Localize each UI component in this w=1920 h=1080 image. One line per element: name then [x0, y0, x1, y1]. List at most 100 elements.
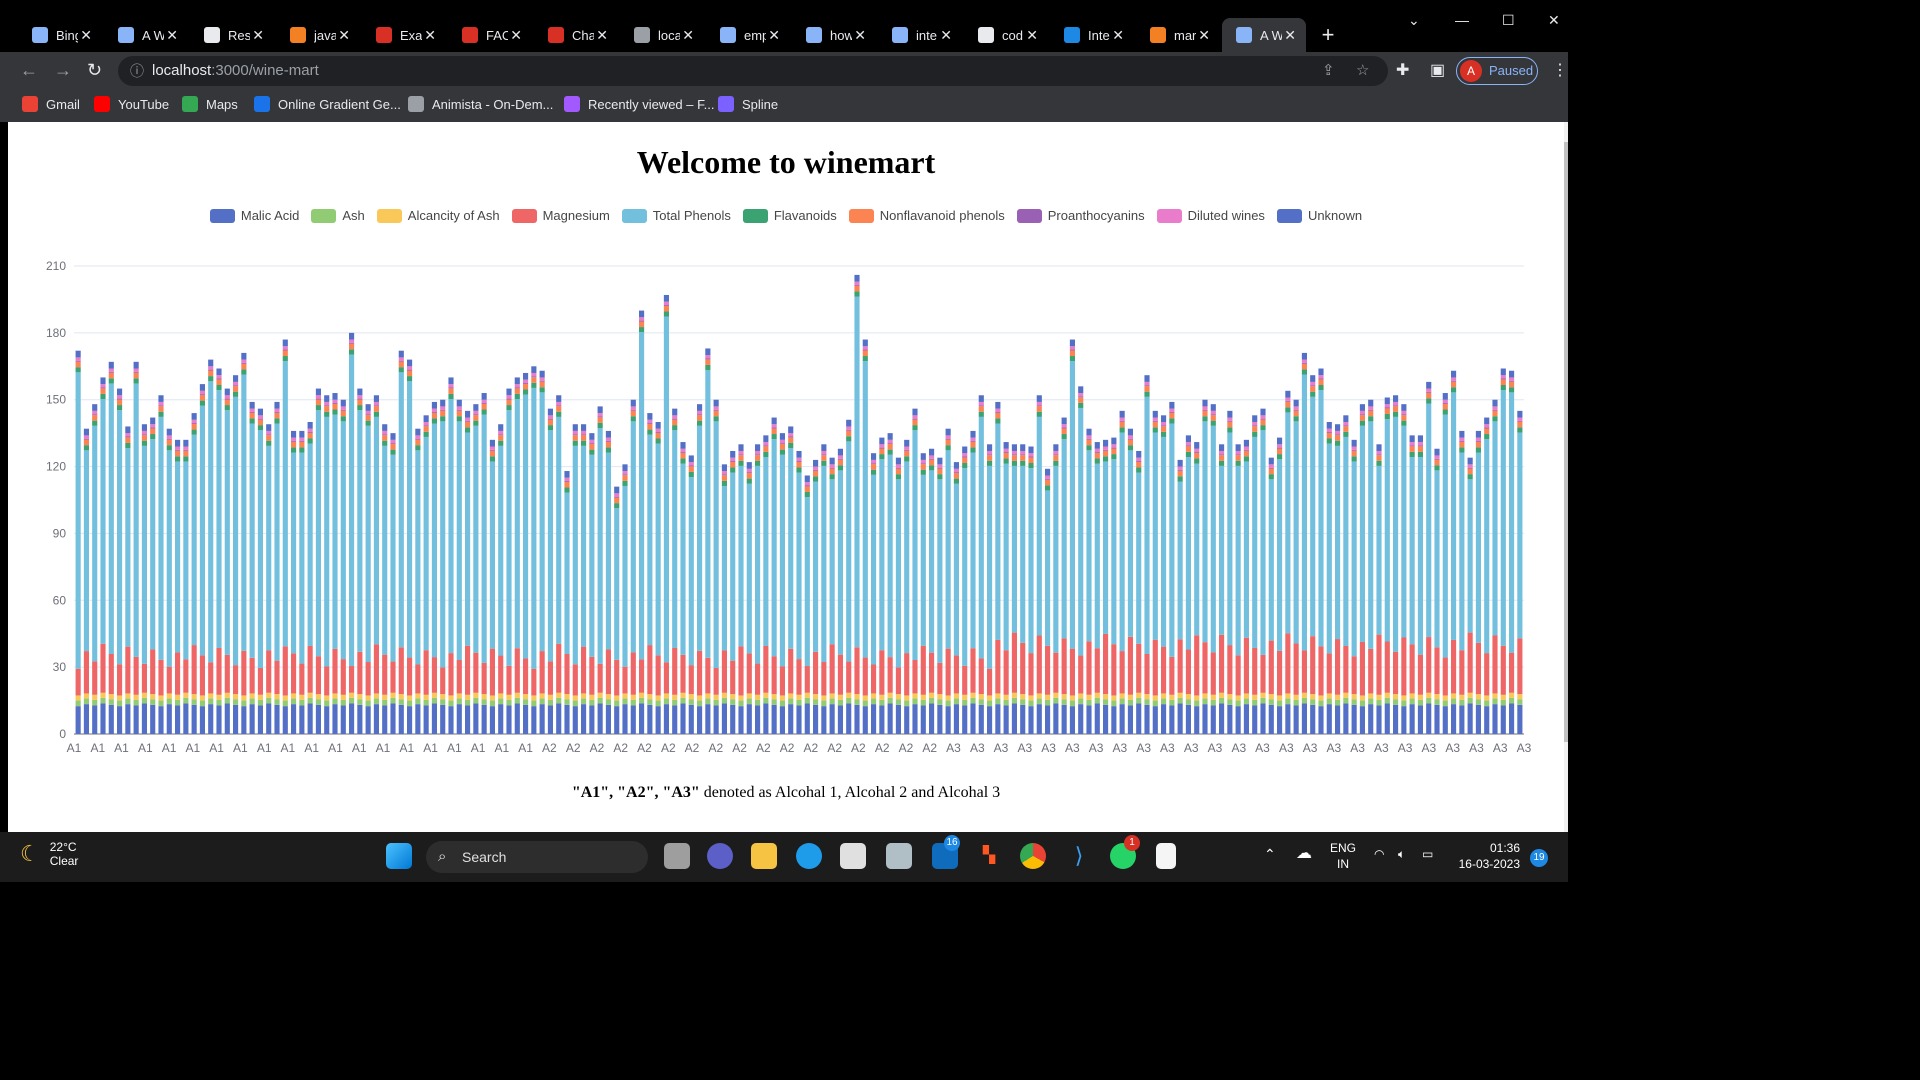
browser-tab[interactable]: loca ✕	[620, 18, 704, 52]
bar-segment[interactable]	[473, 415, 479, 421]
bar-segment[interactable]	[1475, 704, 1481, 734]
bar-segment[interactable]	[556, 395, 562, 402]
bar-segment[interactable]	[1227, 417, 1233, 421]
browser-tab[interactable]: Cha ✕	[534, 18, 618, 52]
bar-segment[interactable]	[995, 411, 1001, 413]
bar-segment[interactable]	[962, 453, 968, 457]
bar-segment[interactable]	[1475, 642, 1481, 695]
bar-segment[interactable]	[953, 468, 959, 473]
bar-segment[interactable]	[282, 339, 288, 347]
bar-segment[interactable]	[398, 704, 404, 734]
bar-segment[interactable]	[771, 428, 777, 435]
close-tab-icon[interactable]: ✕	[854, 27, 866, 43]
bar-segment[interactable]	[332, 409, 338, 415]
bar-segment[interactable]	[315, 704, 321, 734]
bar-segment[interactable]	[1111, 454, 1117, 460]
bar-segment[interactable]	[1393, 405, 1399, 407]
bar-segment[interactable]	[233, 381, 239, 386]
bar-segment[interactable]	[423, 705, 429, 734]
bar-segment[interactable]	[365, 420, 371, 426]
bar-segment[interactable]	[1285, 412, 1291, 634]
bar-segment[interactable]	[970, 703, 976, 734]
bar-segment[interactable]	[1127, 636, 1133, 695]
bar-segment[interactable]	[1376, 694, 1382, 700]
bar-segment[interactable]	[862, 346, 868, 350]
bar-segment[interactable]	[1152, 421, 1158, 428]
bar-segment[interactable]	[697, 700, 703, 707]
bar-segment[interactable]	[821, 460, 827, 466]
bar-segment[interactable]	[1103, 694, 1109, 700]
bar-segment[interactable]	[672, 430, 678, 648]
bar-segment[interactable]	[1243, 693, 1249, 699]
bar-segment[interactable]	[1359, 414, 1365, 416]
bar-segment[interactable]	[672, 694, 678, 700]
bar-segment[interactable]	[398, 350, 404, 358]
bar-segment[interactable]	[1409, 456, 1415, 645]
bar-segment[interactable]	[324, 395, 330, 402]
bar-segment[interactable]	[605, 430, 611, 438]
bar-segment[interactable]	[837, 448, 843, 456]
close-tab-icon[interactable]: ✕	[80, 27, 92, 43]
bar-segment[interactable]	[813, 699, 819, 705]
bar-segment[interactable]	[191, 423, 197, 424]
bar-segment[interactable]	[1326, 698, 1332, 705]
bar-segment[interactable]	[1152, 700, 1158, 707]
bar-segment[interactable]	[158, 401, 164, 406]
bar-segment[interactable]	[1509, 370, 1515, 378]
bar-segment[interactable]	[456, 410, 462, 417]
bar-segment[interactable]	[713, 399, 719, 407]
bar-segment[interactable]	[1310, 391, 1316, 397]
bar-segment[interactable]	[837, 699, 843, 706]
clock[interactable]: 01:36 16-03-2023	[1452, 840, 1520, 872]
bar-segment[interactable]	[1045, 475, 1051, 479]
bar-segment[interactable]	[357, 388, 363, 396]
bar-segment[interactable]	[547, 418, 553, 420]
bar-segment[interactable]	[1310, 694, 1316, 700]
bar-segment[interactable]	[1069, 346, 1075, 350]
bar-segment[interactable]	[1202, 421, 1208, 643]
bar-segment[interactable]	[1152, 427, 1158, 433]
bar-segment[interactable]	[895, 699, 901, 705]
bar-segment[interactable]	[514, 703, 520, 734]
bar-segment[interactable]	[390, 449, 396, 455]
bar-segment[interactable]	[887, 443, 893, 445]
bar-segment[interactable]	[506, 388, 512, 396]
bar-segment[interactable]	[307, 432, 313, 433]
office-icon[interactable]: ▚	[976, 843, 1002, 869]
bar-segment[interactable]	[1517, 694, 1523, 700]
bar-segment[interactable]	[564, 704, 570, 734]
bar-segment[interactable]	[100, 393, 106, 400]
bar-segment[interactable]	[605, 441, 611, 448]
bar-segment[interactable]	[547, 415, 553, 419]
bar-segment[interactable]	[846, 426, 852, 430]
bar-segment[interactable]	[929, 697, 935, 704]
bar-segment[interactable]	[1401, 637, 1407, 696]
bar-segment[interactable]	[141, 440, 147, 446]
bar-segment[interactable]	[862, 706, 868, 734]
bar-segment[interactable]	[987, 444, 993, 451]
bar-segment[interactable]	[1376, 460, 1382, 466]
bar-segment[interactable]	[1509, 380, 1515, 382]
bar-segment[interactable]	[572, 434, 578, 436]
bar-segment[interactable]	[1011, 444, 1017, 451]
bar-segment[interactable]	[1368, 416, 1374, 422]
bar-segment[interactable]	[257, 408, 263, 416]
bar-segment[interactable]	[779, 444, 785, 450]
bar-segment[interactable]	[1053, 455, 1059, 461]
bar-segment[interactable]	[233, 694, 239, 700]
bar-segment[interactable]	[904, 456, 910, 462]
bar-segment[interactable]	[465, 645, 471, 695]
bar-segment[interactable]	[953, 472, 959, 474]
bar-segment[interactable]	[407, 706, 413, 734]
bar-segment[interactable]	[547, 705, 553, 734]
bar-segment[interactable]	[1003, 699, 1009, 706]
bar-segment[interactable]	[1509, 692, 1515, 698]
bar-segment[interactable]	[1426, 392, 1432, 399]
bar-segment[interactable]	[779, 449, 785, 455]
bar-segment[interactable]	[813, 469, 819, 471]
bar-segment[interactable]	[912, 425, 918, 431]
bar-segment[interactable]	[299, 430, 305, 438]
bar-segment[interactable]	[564, 481, 570, 488]
bar-segment[interactable]	[953, 462, 959, 469]
bar-segment[interactable]	[539, 392, 545, 652]
